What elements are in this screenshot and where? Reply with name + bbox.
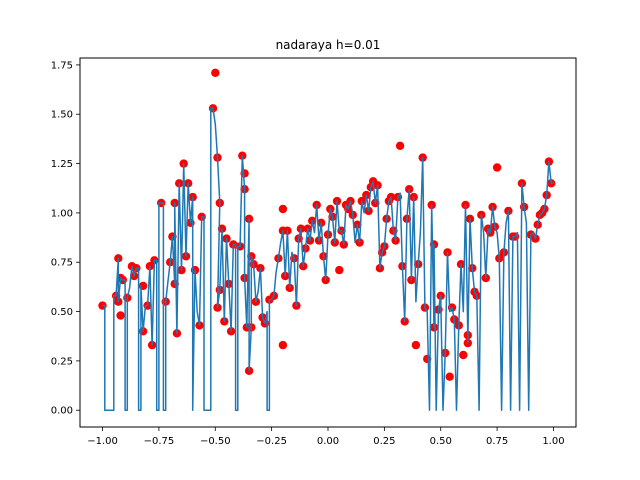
x-tick-label: 0.50 [430,436,452,447]
y-tick-label: 0.75 [51,258,73,269]
y-tick-label: 0.50 [51,307,73,318]
data-point [278,204,288,214]
data-point [278,340,288,350]
data-point [116,311,125,320]
data-point [445,372,454,381]
y-tick-label: 1.00 [51,208,73,219]
x-tick-label: −0.75 [144,436,175,447]
x-tick-label: 0.75 [486,436,508,447]
y-tick-label: 1.25 [51,159,73,170]
data-point [211,68,220,78]
kernel-regression-line [102,107,554,411]
data-point [411,340,421,350]
data-point [335,265,344,275]
x-tick-label: 0.25 [373,436,395,447]
y-tick-label: 0.25 [51,356,73,367]
chart-title: nadaraya h=0.01 [276,38,381,52]
plot-area [98,68,556,411]
y-tick-label: 0.00 [51,406,73,417]
y-axis: 0.00 0.25 0.50 0.75 1.00 1.25 1.50 1.75 [51,60,80,417]
x-tick-label: 1.00 [542,436,564,447]
data-point [395,141,405,150]
data-point [492,163,502,172]
x-tick-label: −0.50 [200,436,231,447]
data-point [459,350,468,360]
y-tick-label: 1.50 [51,110,73,121]
x-tick-label: −0.25 [256,436,287,447]
x-tick-label: 0.00 [317,436,339,447]
y-tick-label: 1.75 [51,60,73,71]
x-axis: −1.00 −0.75 −0.50 −0.25 0.00 0.25 0.50 0.75 1.00 [87,427,565,447]
x-tick-label: −1.00 [87,436,118,447]
